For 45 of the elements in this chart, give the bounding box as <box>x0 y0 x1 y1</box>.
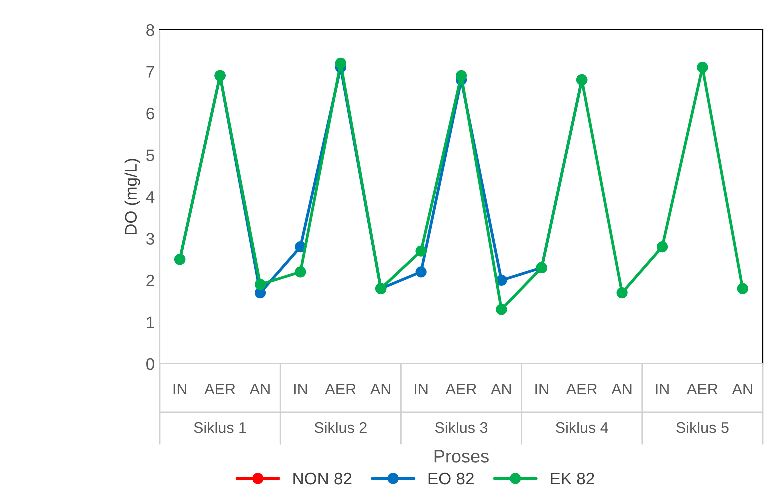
x-tick-label: AER <box>566 384 598 395</box>
y-tick-label: 4 <box>146 192 155 204</box>
x-tick-label: AN <box>732 384 752 395</box>
y-tick-label: 0 <box>146 358 154 370</box>
x-axis-title: Proses <box>434 450 489 463</box>
point <box>416 266 427 278</box>
point <box>737 283 748 294</box>
point <box>416 246 427 257</box>
x-tick-label: AN <box>370 384 390 395</box>
legend-label: NON 82 <box>294 472 352 485</box>
point <box>616 287 628 299</box>
y-tick-label: 3 <box>146 233 154 245</box>
y-tick-label: 1 <box>147 316 154 328</box>
x-tick-label: IN <box>656 384 669 395</box>
text: Siklus 4 <box>556 422 608 434</box>
x-tick-label: IN <box>415 384 428 395</box>
text: Siklus 3 <box>435 422 488 434</box>
x-tick-label: AER <box>446 384 476 395</box>
x-tick-label: AER <box>687 384 718 395</box>
x-tick-label: AER <box>204 384 236 395</box>
text: Siklus 1 <box>194 422 246 434</box>
x-tick-label: AN <box>612 384 632 395</box>
y-tick-label: 8 <box>146 24 154 36</box>
y-axis-title: DO (mg/L) <box>124 159 140 235</box>
y-tick-label: 5 <box>146 150 154 162</box>
point <box>697 62 708 74</box>
legend-label: EO 82 <box>428 472 474 485</box>
x-tick-label: IN <box>536 384 548 395</box>
y-tick-label: 6 <box>146 108 154 120</box>
point <box>295 266 306 278</box>
text: Siklus 5 <box>676 422 729 434</box>
x-tick-label: AN <box>491 384 512 395</box>
y-tick-label: 2 <box>146 274 154 287</box>
point <box>335 58 346 69</box>
point <box>254 279 266 290</box>
x-tick-label: IN <box>174 384 186 395</box>
legend-label: EK 82 <box>551 472 594 485</box>
y-tick-label: 7 <box>146 66 154 78</box>
point <box>656 242 668 253</box>
point <box>496 304 508 316</box>
x-tick-label: IN <box>294 384 308 395</box>
x-tick-label: AER <box>325 384 356 395</box>
text: Siklus 2 <box>314 422 367 434</box>
point <box>456 70 468 82</box>
x-tick-label: AN <box>250 384 270 395</box>
